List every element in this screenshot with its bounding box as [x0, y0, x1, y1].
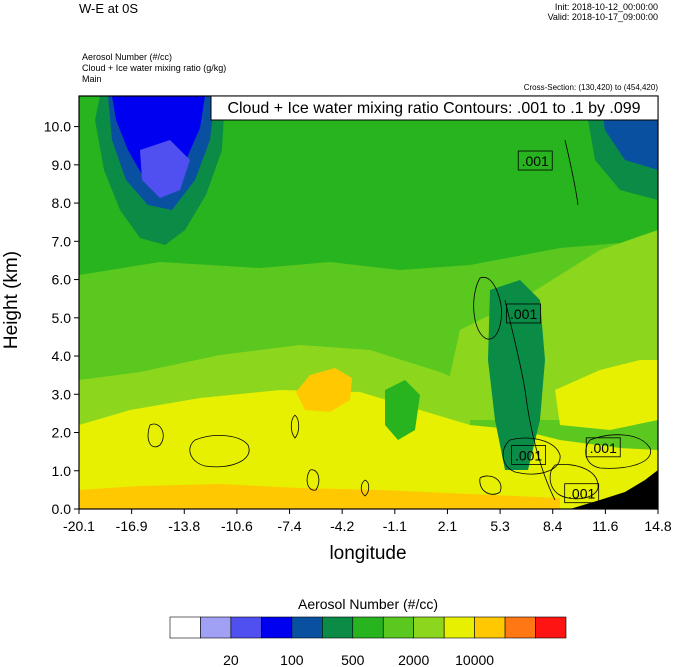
contour-line-8	[549, 464, 599, 500]
colorbar-swatch-7	[382, 616, 414, 639]
x-tick-label-8: 5.3	[490, 518, 510, 534]
x-tick-label-10: 11.6	[592, 518, 618, 534]
contour-label-0: .001	[517, 150, 553, 171]
init-time: Init: 2018-10-12_00:00:00	[554, 2, 658, 12]
contour-line-5	[290, 414, 300, 439]
colorbar-swatch-9	[443, 616, 475, 639]
field-region-green-lowmid	[385, 380, 420, 440]
y-tick-label-6: 6.0	[52, 272, 72, 288]
y-tick-label-9: 9.0	[52, 157, 72, 173]
x-tick-label-5: -4.2	[330, 518, 354, 534]
contour-line-9	[306, 469, 320, 491]
colorbar-swatch-11	[504, 616, 536, 639]
y-tick-label-4: 4.0	[52, 348, 72, 364]
contour-info-box: Cloud + Ice water mixing ratio Contours:…	[210, 95, 659, 121]
x-tick-label-0: -20.1	[63, 518, 95, 534]
svg-text:Cloud + Ice water mixing ratio: Cloud + Ice water mixing ratio Contours:…	[227, 100, 640, 117]
field-region-darkgreen-column	[488, 280, 545, 470]
colorbar-tick-label-4: 10000	[455, 652, 494, 667]
y-tick-label-3: 3.0	[52, 386, 72, 402]
contour-line-1	[473, 276, 502, 340]
plot-title: W-E at 0S	[79, 1, 139, 16]
x-tick-label-7: 2.1	[438, 518, 458, 534]
colorbar-tick-label-2: 500	[341, 652, 365, 667]
plot-area: .001 .001 .001 .001 .001	[79, 96, 658, 509]
field-main: Main	[82, 74, 102, 84]
colorbar-swatch-0	[169, 616, 201, 639]
colorbar-swatch-10	[474, 616, 506, 639]
x-tick-label-11: 14.8	[644, 518, 671, 534]
cross-section-label: Cross-Section: (130,420) to (454,420)	[523, 83, 658, 92]
svg-text:.001: .001	[515, 447, 542, 463]
valid-time: Valid: 2018-10-17_09:00:00	[547, 12, 658, 22]
contour-line-7	[585, 434, 651, 469]
colorbar-swatch-3	[261, 616, 293, 639]
x-tick-label-9: 8.4	[543, 518, 563, 534]
contour-lines	[147, 139, 651, 501]
contour-line-6	[502, 437, 561, 475]
colorbar-swatch-5	[322, 616, 354, 639]
field-region-lightblue-upper	[140, 140, 190, 198]
colorbar-swatch-4	[291, 616, 323, 639]
contour-label-3: .001	[585, 437, 621, 458]
contour-label-1: .001	[506, 303, 542, 324]
y-tick-label-10: 10.0	[44, 119, 71, 135]
x-tick-label-1: -16.9	[116, 518, 148, 534]
svg-text:.001: .001	[522, 153, 549, 169]
contour-line-0	[564, 139, 579, 206]
x-tick-label-4: -7.4	[277, 518, 301, 534]
x-axis-label: longitude	[329, 543, 407, 564]
y-tick-label-5: 5.0	[52, 310, 72, 326]
field-region-orange-surface	[79, 484, 560, 509]
colorbar-swatch-12	[535, 616, 567, 639]
x-tick-label-3: -10.6	[221, 518, 253, 534]
x-tick-label-6: -1.1	[383, 518, 407, 534]
terrain	[570, 470, 658, 509]
contour-line-10	[360, 479, 370, 497]
contour-line-2	[504, 299, 556, 501]
contour-line-4	[147, 423, 164, 448]
colorbar-swatch-1	[200, 616, 232, 639]
colorbar-swatch-8	[413, 616, 445, 639]
field-region-orange-mid	[296, 368, 352, 412]
y-tick-label-7: 7.0	[52, 233, 72, 249]
colorbar-title: Aerosol Number (#/cc)	[297, 596, 439, 612]
field-aerosol: Aerosol Number (#/cc)	[82, 52, 173, 62]
contour-line-3	[189, 435, 250, 468]
colorbar-tick-label-3: 2000	[398, 652, 429, 667]
y-tick-label-8: 8.0	[52, 195, 72, 211]
colorbar-tick-label-0: 20	[223, 652, 239, 667]
contour-label-4: .001	[564, 483, 600, 504]
colorbar-tick-label-1: 100	[280, 652, 304, 667]
field-cloud-ice: Cloud + Ice water mixing ratio (g/kg)	[82, 63, 227, 73]
y-axis-label: Height (km)	[1, 250, 22, 350]
contour-line-11	[479, 475, 502, 495]
y-tick-label-2: 2.0	[52, 425, 72, 441]
svg-text:.001: .001	[568, 486, 595, 502]
colorbar-swatch-6	[352, 616, 384, 639]
contour-label-2: .001	[511, 445, 546, 465]
y-tick-label-0: 0.0	[52, 501, 72, 517]
field-region-yellow-right	[555, 360, 658, 430]
svg-text:.001: .001	[510, 306, 537, 322]
y-tick-label-1: 1.0	[52, 463, 72, 479]
x-tick-label-2: -13.8	[168, 518, 200, 534]
field-region-yellow-low	[79, 390, 658, 509]
colorbar-swatch-2	[230, 616, 262, 639]
svg-text:.001: .001	[590, 440, 617, 456]
